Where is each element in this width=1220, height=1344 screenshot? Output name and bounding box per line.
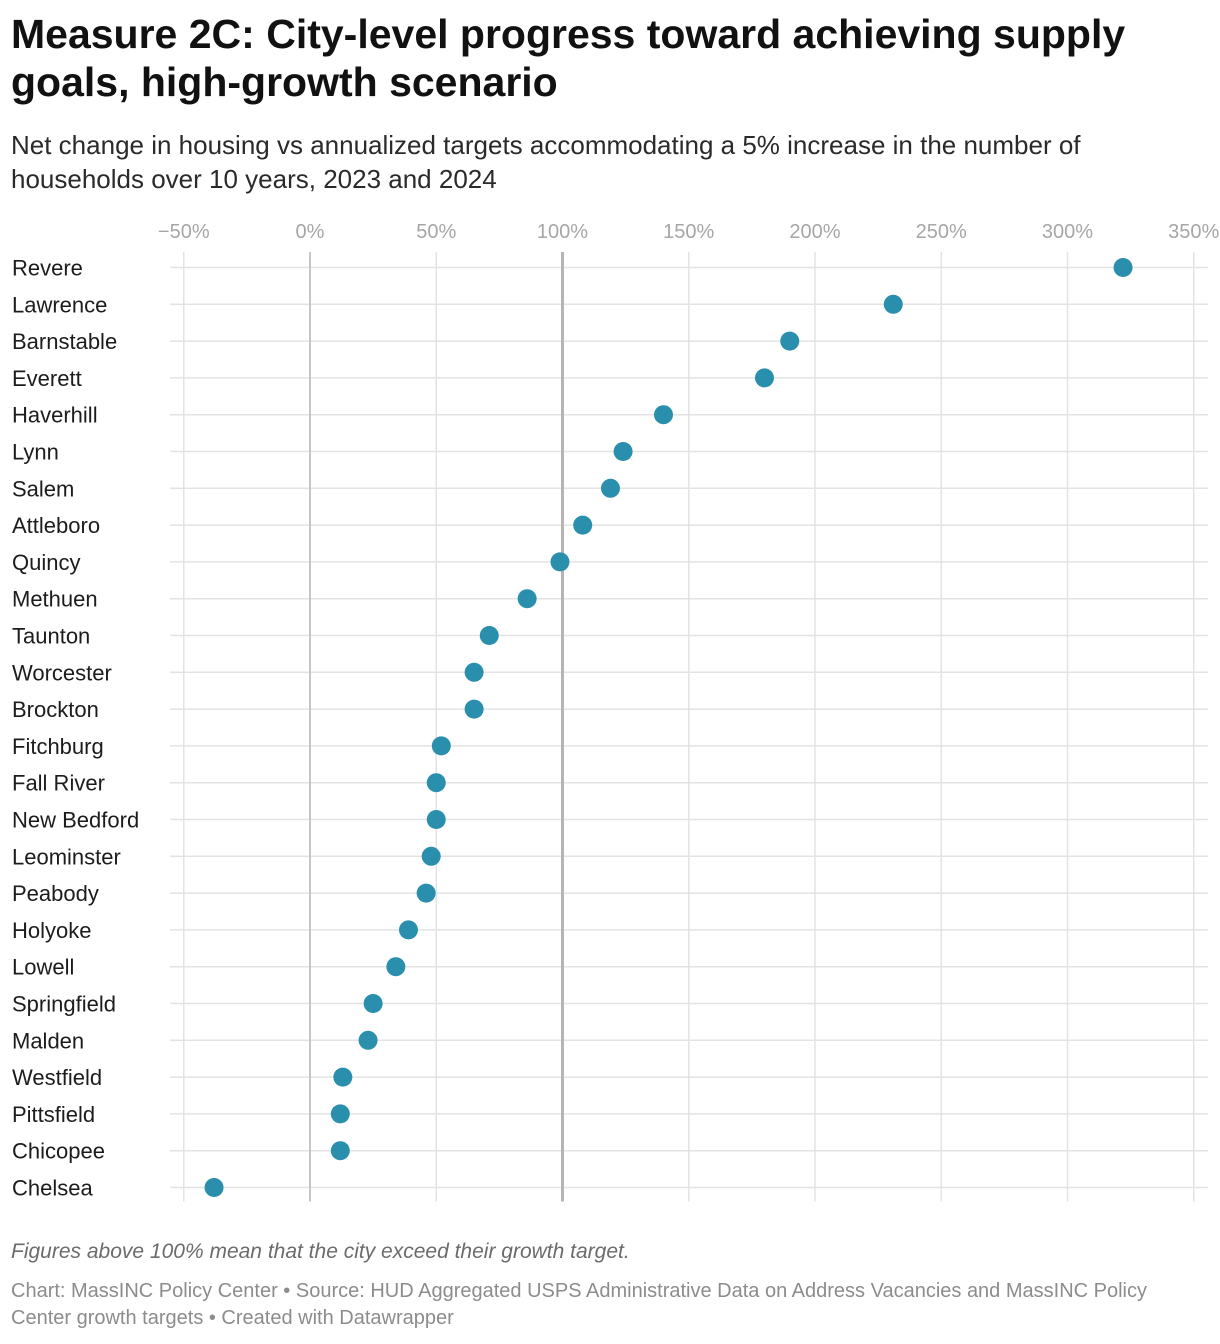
city-label: Lynn (12, 440, 59, 465)
city-label: Taunton (12, 624, 90, 649)
city-label: Haverhill (12, 403, 98, 428)
city-label: Westfield (12, 1065, 102, 1090)
data-point[interactable] (464, 662, 484, 682)
data-point[interactable] (363, 994, 383, 1013)
data-point[interactable] (613, 442, 633, 461)
data-point[interactable] (333, 1067, 353, 1087)
x-tick-label: 150% (663, 221, 714, 243)
data-point[interactable] (517, 589, 537, 609)
data-point[interactable] (780, 331, 800, 351)
city-label: Revere (12, 256, 83, 281)
data-point[interactable] (431, 736, 451, 756)
city-label: Chicopee (12, 1139, 105, 1164)
city-label: Fitchburg (12, 734, 104, 759)
data-point[interactable] (479, 626, 499, 645)
data-point[interactable] (398, 920, 418, 940)
grid-lines (170, 252, 1208, 1202)
data-point[interactable] (204, 1178, 224, 1197)
x-axis-ticks: −50% 0% 50% 100% 150% 200% 250% 300% 350% (158, 221, 1220, 243)
data-point[interactable] (550, 552, 570, 572)
x-tick-label: 350% (1168, 221, 1219, 243)
data-point[interactable] (464, 699, 484, 719)
city-label: Leominster (12, 844, 121, 869)
x-tick-label: 300% (1042, 221, 1093, 243)
data-point[interactable] (883, 294, 903, 314)
city-label: Peabody (12, 881, 99, 906)
data-point[interactable] (358, 1030, 378, 1050)
city-label: Lowell (12, 955, 74, 980)
city-label: Salem (12, 476, 74, 501)
data-point[interactable] (330, 1141, 350, 1161)
data-point[interactable] (426, 773, 446, 793)
chart-title: Measure 2C: City-level progress toward a… (11, 11, 1126, 105)
city-label: Fall River (12, 771, 105, 796)
x-tick-label: 100% (537, 221, 588, 243)
dot-plot: −50% 0% 50% 100% 150% 200% 250% 300% 350% Revere… (12, 221, 1220, 1202)
city-label: Chelsea (12, 1176, 93, 1201)
city-label: Barnstable (12, 329, 117, 354)
city-label: Worcester (12, 660, 112, 685)
city-label: Pittsfield (12, 1102, 95, 1127)
city-label: Everett (12, 366, 82, 391)
data-point[interactable] (426, 810, 446, 829)
x-tick-label: 200% (789, 221, 840, 243)
city-label: Attleboro (12, 513, 100, 538)
city-label: Springfield (12, 992, 116, 1017)
data-point[interactable] (330, 1104, 350, 1124)
data-point[interactable] (416, 883, 436, 903)
chart-subtitle: Net change in housing vs annualized targ… (11, 130, 1081, 194)
row-labels: Revere Lawrence Barnstable Everett Haverhill… (12, 256, 139, 1201)
x-tick-label: 250% (916, 221, 967, 243)
data-point[interactable] (573, 515, 593, 535)
city-label: Methuen (12, 587, 98, 612)
city-label: Lawrence (12, 292, 107, 317)
city-label: Malden (12, 1028, 84, 1053)
data-point[interactable] (755, 368, 774, 388)
data-point[interactable] (421, 846, 441, 866)
x-tick-label: 0% (296, 221, 325, 243)
city-label: Brockton (12, 697, 99, 722)
x-tick-label: −50% (158, 221, 210, 243)
city-label: Quincy (12, 550, 80, 575)
city-label: New Bedford (12, 808, 139, 833)
data-point[interactable] (386, 957, 406, 977)
city-label: Holyoke (12, 918, 91, 943)
chart-footer: Chart: MassINC Policy Center • Source: H… (11, 1280, 1147, 1329)
x-tick-label: 50% (416, 221, 456, 243)
chart-note: Figures above 100% mean that the city ex… (11, 1240, 630, 1263)
data-point[interactable] (600, 478, 620, 498)
data-point[interactable] (1113, 258, 1133, 277)
data-points (204, 258, 1133, 1197)
data-point[interactable] (654, 405, 673, 425)
